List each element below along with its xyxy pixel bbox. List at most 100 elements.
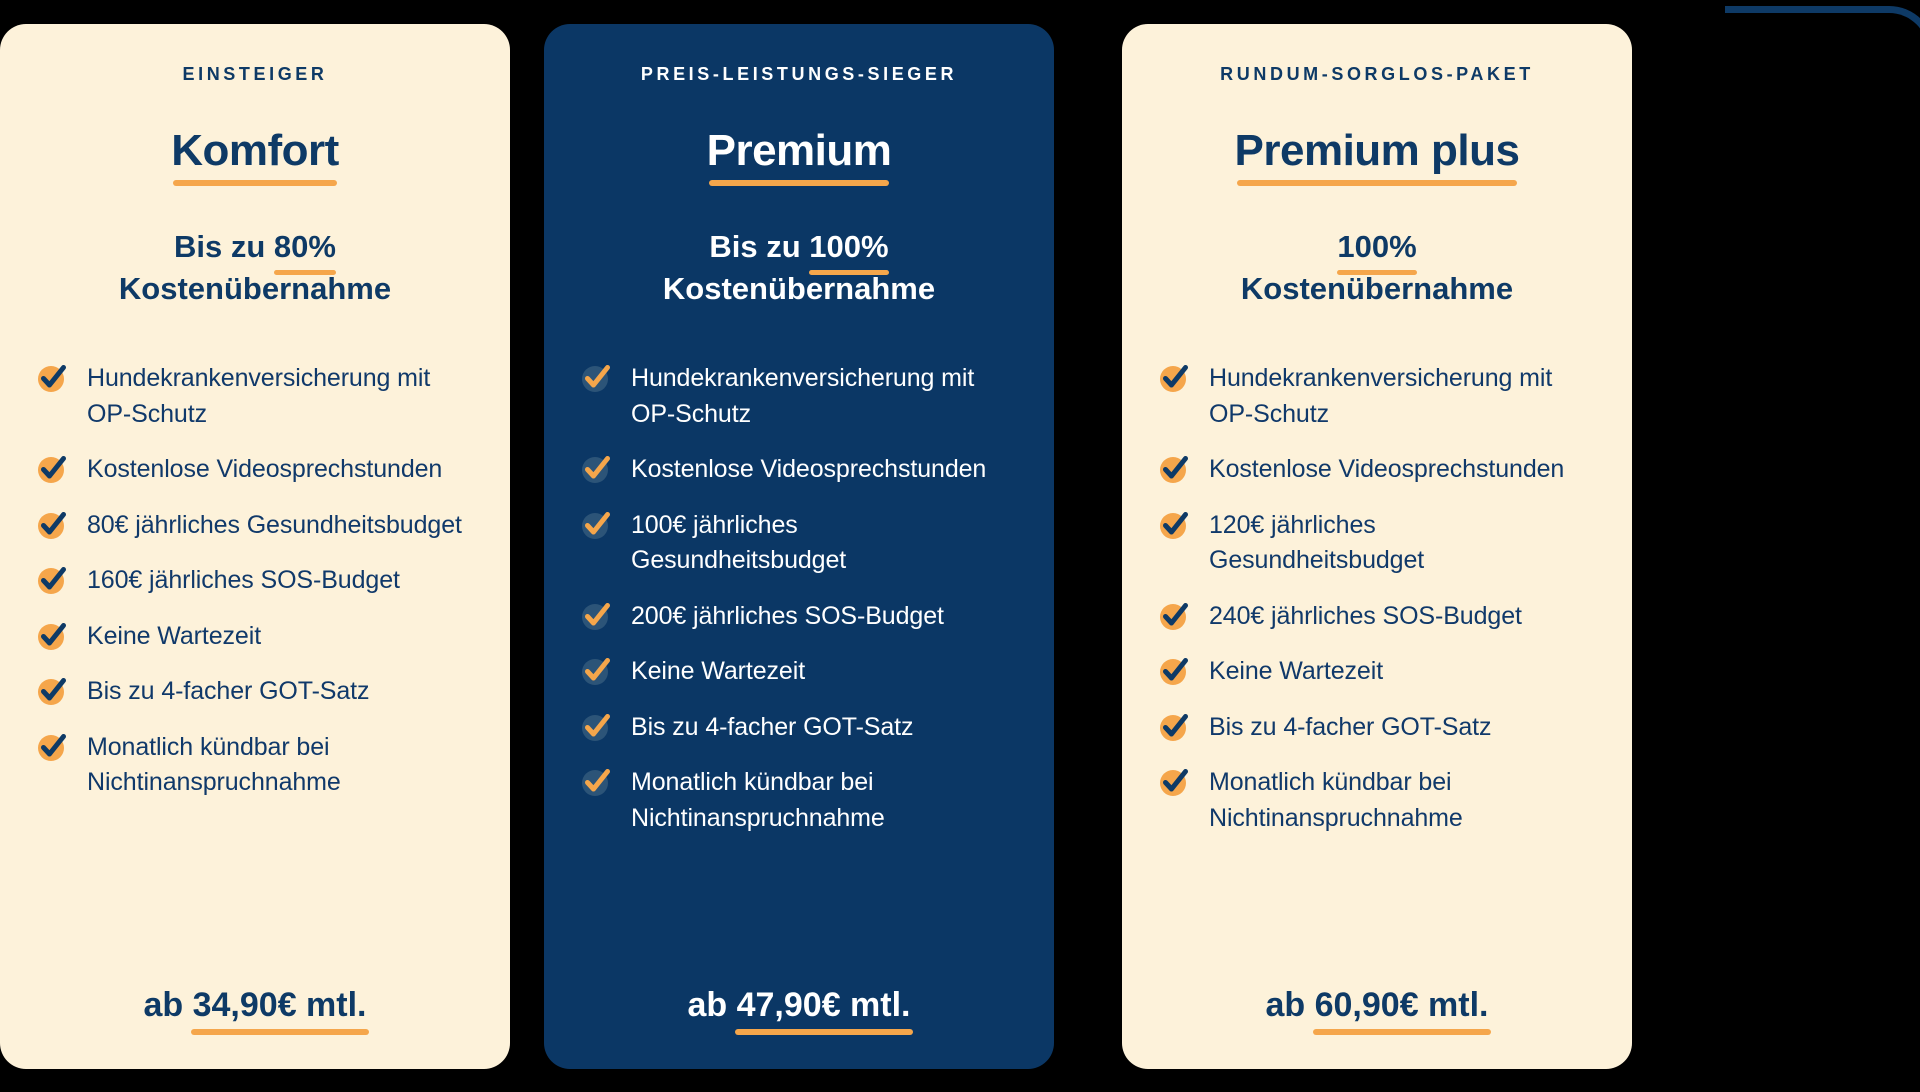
feature-label: 120€ jährliches Gesundheitsbudget (1209, 510, 1425, 575)
feature-item: Bis zu 4-facher GOT-Satz (1158, 710, 1596, 746)
check-icon (1158, 652, 1192, 686)
feature-item: Bis zu 4-facher GOT-Satz (36, 674, 474, 710)
price-prefix: ab (1265, 986, 1315, 1024)
pricing-card[interactable]: PREIS-LEISTUNGS-SIEGER Premium Bis zu 100%… (544, 24, 1054, 1069)
check-icon (580, 597, 614, 631)
check-icon (36, 359, 70, 393)
coverage-suffix: Kostenübernahme (118, 270, 392, 306)
feature-label: 80€ jährliches Gesundheitsbudget (87, 510, 462, 539)
feature-label: Monatlich kündbar bei Nichtinanspruchnah… (631, 768, 885, 832)
feature-item: 120€ jährliches Gesundheitsbudget (1158, 508, 1596, 579)
feature-list: Hundekrankenversicherung mit OP-Schutz Ko… (580, 361, 1018, 836)
coverage-suffix: Kostenübernahme (662, 270, 936, 306)
price-amount: 34,90€ mtl. (190, 986, 369, 1035)
coverage-suffix: Kostenübernahme (1240, 270, 1514, 306)
feature-label: Kostenlose Videosprechstunden (1209, 455, 1565, 484)
pricing-card[interactable]: EINSTEIGER Komfort Bis zu 80% Kostenübernah… (0, 24, 510, 1069)
plan-name: Premium plus (1158, 125, 1596, 187)
feature-list: Hundekrankenversicherung mit OP-Schutz Ko… (36, 361, 474, 801)
feature-item: Keine Wartezeit (1158, 654, 1596, 690)
price-amount: 47,90€ mtl. (734, 986, 913, 1035)
feature-label: 200€ jährliches SOS-Budget (631, 601, 944, 630)
feature-label: Bis zu 4-facher GOT-Satz (87, 677, 370, 706)
check-icon (580, 450, 614, 484)
feature-label: Hundekrankenversicherung mit OP-Schutz (1209, 364, 1553, 428)
check-icon (1158, 597, 1192, 631)
feature-label: 100€ jährliches Gesundheitsbudget (631, 510, 847, 575)
feature-label: Bis zu 4-facher GOT-Satz (631, 712, 914, 741)
coverage-percent: 80% (273, 226, 337, 275)
check-icon (1158, 450, 1192, 484)
pricing-card-list: EINSTEIGER Komfort Bis zu 80% Kostenübernah… (0, 24, 1920, 1069)
feature-label: Keine Wartezeit (87, 621, 262, 650)
feature-label: 240€ jährliches SOS-Budget (1209, 601, 1522, 630)
coverage-prefix: Bis zu (174, 228, 274, 264)
card-eyebrow: RUNDUM-SORGLOS-PAKET (1220, 64, 1534, 84)
feature-label: Keine Wartezeit (631, 657, 806, 686)
check-icon (36, 506, 70, 540)
check-icon (580, 652, 614, 686)
feature-item: 100€ jährliches Gesundheitsbudget (580, 508, 1018, 579)
check-icon (36, 728, 70, 762)
card-eyebrow: EINSTEIGER (182, 64, 328, 84)
check-icon (1158, 359, 1192, 393)
feature-label: Kostenlose Videosprechstunden (631, 455, 987, 484)
feature-item: 160€ jährliches SOS-Budget (36, 563, 474, 599)
feature-item: Kostenlose Videosprechstunden (36, 452, 474, 488)
check-icon (580, 763, 614, 797)
feature-item: 200€ jährliches SOS-Budget (580, 599, 1018, 635)
price-row: ab 60,90€ mtl. (1158, 986, 1596, 1035)
feature-label: Hundekrankenversicherung mit OP-Schutz (87, 364, 431, 428)
plan-name: Premium (580, 125, 1018, 187)
feature-item: 80€ jährliches Gesundheitsbudget (36, 508, 474, 544)
price-prefix: ab (687, 986, 737, 1024)
feature-item: 240€ jährliches SOS-Budget (1158, 599, 1596, 635)
check-icon (580, 506, 614, 540)
plan-name-text: Premium (706, 125, 892, 187)
feature-item: Hundekrankenversicherung mit OP-Schutz (36, 361, 474, 432)
coverage-headline: Bis zu 100% Kostenübernahme (580, 226, 1018, 310)
check-icon (1158, 708, 1192, 742)
plan-name-text: Komfort (171, 125, 339, 187)
feature-label: Monatlich kündbar bei Nichtinanspruchnah… (1209, 768, 1463, 832)
price-prefix: ab (143, 986, 193, 1024)
check-icon (1158, 763, 1192, 797)
card-eyebrow: PREIS-LEISTUNGS-SIEGER (640, 64, 958, 84)
coverage-prefix: Bis zu (709, 228, 810, 264)
check-icon (36, 617, 70, 651)
feature-item: Kostenlose Videosprechstunden (580, 452, 1018, 488)
feature-label: 160€ jährliches SOS-Budget (87, 566, 400, 595)
feature-item: Keine Wartezeit (580, 654, 1018, 690)
check-icon (580, 708, 614, 742)
feature-item: Keine Wartezeit (36, 619, 474, 655)
coverage-headline: 100% Kostenübernahme (1158, 226, 1596, 310)
coverage-percent: 100% (1337, 226, 1417, 275)
coverage-percent: 100% (809, 226, 889, 275)
plan-name: Komfort (36, 125, 474, 187)
coverage-headline: Bis zu 80% Kostenübernahme (36, 226, 474, 310)
price-row: ab 34,90€ mtl. (36, 986, 474, 1035)
check-icon (36, 450, 70, 484)
feature-label: Keine Wartezeit (1209, 657, 1384, 686)
feature-label: Bis zu 4-facher GOT-Satz (1209, 712, 1492, 741)
price-amount: 60,90€ mtl. (1312, 986, 1491, 1035)
check-icon (36, 672, 70, 706)
feature-item: Hundekrankenversicherung mit OP-Schutz (580, 361, 1018, 432)
pricing-card[interactable]: RUNDUM-SORGLOS-PAKET Premium plus 100% Kost… (1122, 24, 1632, 1069)
feature-label: Hundekrankenversicherung mit OP-Schutz (631, 364, 975, 428)
feature-item: Monatlich kündbar bei Nichtinanspruchnah… (36, 730, 474, 801)
feature-item: Hundekrankenversicherung mit OP-Schutz (1158, 361, 1596, 432)
check-icon (1158, 506, 1192, 540)
feature-list: Hundekrankenversicherung mit OP-Schutz Ko… (1158, 361, 1596, 836)
feature-label: Monatlich kündbar bei Nichtinanspruchnah… (87, 732, 341, 797)
price-row: ab 47,90€ mtl. (580, 986, 1018, 1035)
feature-item: Monatlich kündbar bei Nichtinanspruchnah… (1158, 765, 1596, 836)
check-icon (580, 359, 614, 393)
feature-item: Monatlich kündbar bei Nichtinanspruchnah… (580, 765, 1018, 836)
feature-item: Bis zu 4-facher GOT-Satz (580, 710, 1018, 746)
feature-label: Kostenlose Videosprechstunden (87, 455, 443, 484)
feature-item: Kostenlose Videosprechstunden (1158, 452, 1596, 488)
plan-name-text: Premium plus (1234, 125, 1520, 187)
check-icon (36, 561, 70, 595)
